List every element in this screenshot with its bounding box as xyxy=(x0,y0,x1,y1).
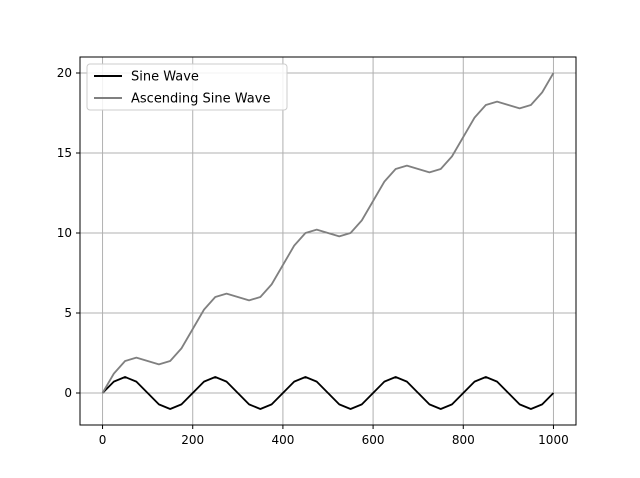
series-line-sine-wave xyxy=(101,376,555,410)
plot-area xyxy=(80,57,576,425)
y-tick-label: 15 xyxy=(57,146,72,160)
grid-lines xyxy=(80,57,576,425)
legend-label-sine-wave: Sine Wave xyxy=(131,70,199,85)
legend: Sine Wave Ascending Sine Wave xyxy=(86,63,288,111)
x-tick-label: 1000 xyxy=(538,433,569,447)
plot-frame xyxy=(79,56,577,426)
x-tick-label: 0 xyxy=(99,433,107,447)
x-tick-label: 400 xyxy=(271,433,294,447)
x-tick-label: 800 xyxy=(452,433,475,447)
legend-box xyxy=(86,63,288,111)
series-layer xyxy=(101,72,555,410)
series-line-ascending-sine-wave xyxy=(101,72,555,394)
y-tick-label: 0 xyxy=(64,386,72,400)
x-tick-label: 200 xyxy=(181,433,204,447)
y-tick-label: 10 xyxy=(57,226,72,240)
legend-label-ascending-sine-wave: Ascending Sine Wave xyxy=(131,92,270,107)
axis-ticks: 0 200 400 600 800 1000 0 5 10 15 20 xyxy=(57,66,569,447)
y-tick-label: 5 xyxy=(64,306,72,320)
x-tick-label: 600 xyxy=(362,433,385,447)
y-tick-label: 20 xyxy=(57,66,72,80)
